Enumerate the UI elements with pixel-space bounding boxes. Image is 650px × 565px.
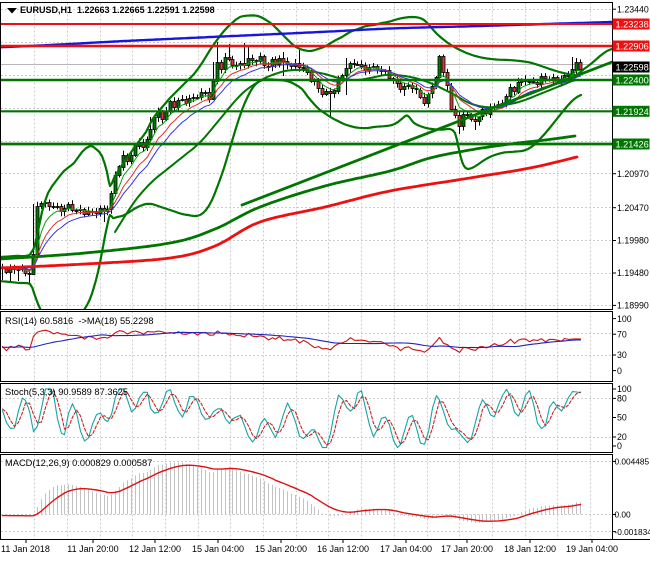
svg-text:1.20470: 1.20470 bbox=[617, 203, 649, 213]
svg-text:50: 50 bbox=[617, 413, 627, 423]
svg-text:12 Jan 12:00: 12 Jan 12:00 bbox=[129, 544, 181, 554]
svg-text:0: 0 bbox=[617, 366, 622, 376]
svg-text:11 Jan 20:00: 11 Jan 20:00 bbox=[67, 544, 118, 554]
svg-text:1.19480: 1.19480 bbox=[617, 268, 649, 278]
svg-text:30: 30 bbox=[617, 350, 627, 360]
svg-text:19 Jan 04:00: 19 Jan 04:00 bbox=[566, 544, 618, 554]
svg-text:1.23238: 1.23238 bbox=[616, 20, 649, 30]
svg-text:100: 100 bbox=[617, 314, 632, 324]
svg-text:1.22598: 1.22598 bbox=[616, 63, 649, 73]
svg-text:1.18990: 1.18990 bbox=[617, 301, 649, 311]
svg-text:-0.001834: -0.001834 bbox=[615, 527, 650, 537]
svg-text:Stoch(5,3,3) 90.9589 87.3625: Stoch(5,3,3) 90.9589 87.3625 bbox=[5, 387, 128, 397]
svg-text:0.00: 0.00 bbox=[615, 510, 632, 520]
svg-text:1.20970: 1.20970 bbox=[617, 169, 649, 179]
svg-text:1.19980: 1.19980 bbox=[617, 236, 649, 246]
svg-text:17 Jan 04:00: 17 Jan 04:00 bbox=[380, 544, 432, 554]
svg-text:RSI(14) 60.5816 ->MA(18) 55.2: RSI(14) 60.5816 ->MA(18) 55.2298 bbox=[5, 316, 154, 326]
svg-text:16 Jan 12:00: 16 Jan 12:00 bbox=[317, 544, 369, 554]
svg-text:18 Jan 12:00: 18 Jan 12:00 bbox=[504, 544, 556, 554]
svg-text:1.23440: 1.23440 bbox=[617, 4, 649, 14]
svg-text:0: 0 bbox=[617, 441, 622, 451]
svg-text:15 Jan 20:00: 15 Jan 20:00 bbox=[255, 544, 307, 554]
svg-text:0.004485: 0.004485 bbox=[615, 457, 650, 467]
svg-text:11 Jan 2018: 11 Jan 2018 bbox=[1, 544, 50, 554]
svg-text:MACD(12,26,9) 0.000829 0.00058: MACD(12,26,9) 0.000829 0.000587 bbox=[5, 458, 152, 468]
svg-text:1.22906: 1.22906 bbox=[616, 42, 649, 52]
svg-text:EURUSD,H1 1.22663 1.22665 1.2: EURUSD,H1 1.22663 1.22665 1.22591 1.2259… bbox=[20, 5, 215, 15]
svg-text:15 Jan 04:00: 15 Jan 04:00 bbox=[192, 544, 244, 554]
svg-text:17 Jan 20:00: 17 Jan 20:00 bbox=[441, 544, 493, 554]
svg-text:80: 80 bbox=[617, 394, 627, 404]
svg-text:1.22400: 1.22400 bbox=[616, 76, 649, 86]
svg-text:1.21924: 1.21924 bbox=[616, 107, 649, 117]
svg-text:1.21426: 1.21426 bbox=[616, 140, 649, 150]
svg-text:70: 70 bbox=[617, 329, 627, 339]
